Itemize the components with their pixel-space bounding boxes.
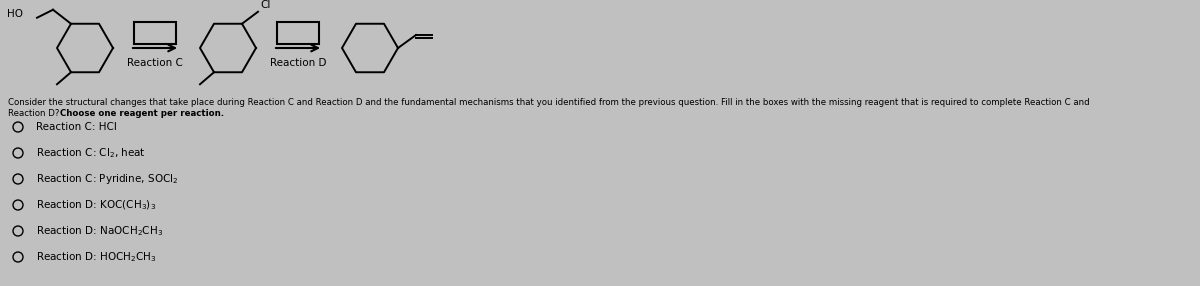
Text: Cl: Cl [260,0,270,10]
Text: Reaction D: KOC(CH$_3$)$_3$: Reaction D: KOC(CH$_3$)$_3$ [36,198,156,212]
Text: Reaction C: HCl: Reaction C: HCl [36,122,116,132]
Text: Reaction D: Reaction D [270,58,326,68]
Bar [277,22,319,44]
Bar [134,22,176,44]
Text: Reaction D?: Reaction D? [8,109,62,118]
Text: Reaction C: Cl$_2$, heat: Reaction C: Cl$_2$, heat [36,146,146,160]
Text: Reaction D: NaOCH$_2$CH$_3$: Reaction D: NaOCH$_2$CH$_3$ [36,224,163,238]
Text: Reaction C: Reaction C [127,58,182,68]
Text: Choose one reagent per reaction.: Choose one reagent per reaction. [60,109,224,118]
Text: Reaction D: HOCH$_2$CH$_3$: Reaction D: HOCH$_2$CH$_3$ [36,250,157,264]
Text: Reaction C: Pyridine, SOCl$_2$: Reaction C: Pyridine, SOCl$_2$ [36,172,179,186]
Text: HO: HO [7,9,23,19]
Text: Consider the structural changes that take place during Reaction C and Reaction D: Consider the structural changes that tak… [8,98,1090,107]
